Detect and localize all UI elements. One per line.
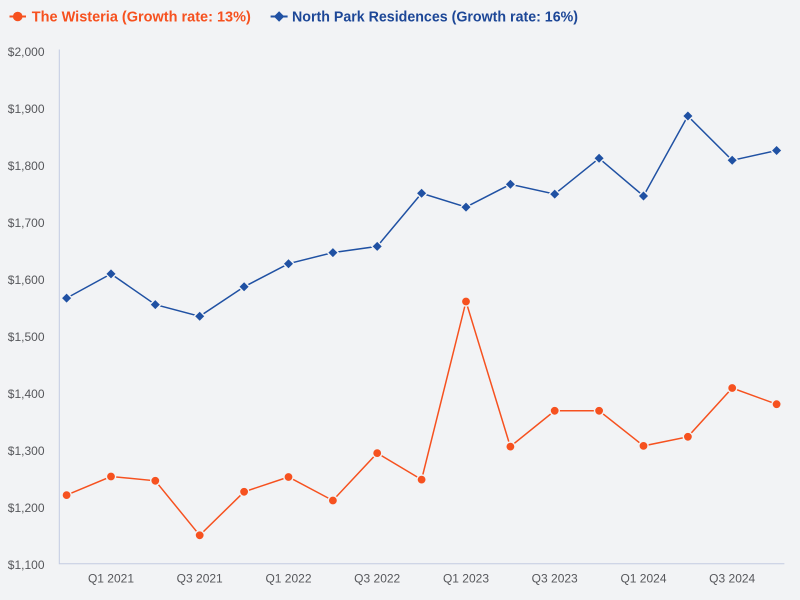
svg-text:Q1 2022: Q1 2022 xyxy=(265,571,311,585)
svg-text:Q3 2021: Q3 2021 xyxy=(177,571,223,585)
svg-text:$1,100: $1,100 xyxy=(8,558,45,572)
svg-text:$1,300: $1,300 xyxy=(8,444,45,458)
svg-text:North Park Residences (Growth: North Park Residences (Growth rate: 16%) xyxy=(292,10,578,26)
svg-text:$1,700: $1,700 xyxy=(8,216,45,230)
svg-text:The Wisteria (Growth rate: 13%: The Wisteria (Growth rate: 13%) xyxy=(32,10,251,26)
svg-text:$2,000: $2,000 xyxy=(8,45,45,59)
svg-text:$1,600: $1,600 xyxy=(8,273,45,287)
svg-text:Q3 2024: Q3 2024 xyxy=(709,571,755,585)
svg-text:Q1 2023: Q1 2023 xyxy=(443,571,489,585)
svg-text:Q1 2024: Q1 2024 xyxy=(620,571,666,585)
svg-text:$1,400: $1,400 xyxy=(8,387,45,401)
svg-text:Q1 2021: Q1 2021 xyxy=(88,571,134,585)
svg-text:Q3 2022: Q3 2022 xyxy=(354,571,400,585)
svg-text:$1,900: $1,900 xyxy=(8,102,45,116)
svg-text:Q3 2023: Q3 2023 xyxy=(532,571,578,585)
svg-text:$1,500: $1,500 xyxy=(8,330,45,344)
svg-text:$1,800: $1,800 xyxy=(8,159,45,173)
svg-text:$1,200: $1,200 xyxy=(8,501,45,515)
